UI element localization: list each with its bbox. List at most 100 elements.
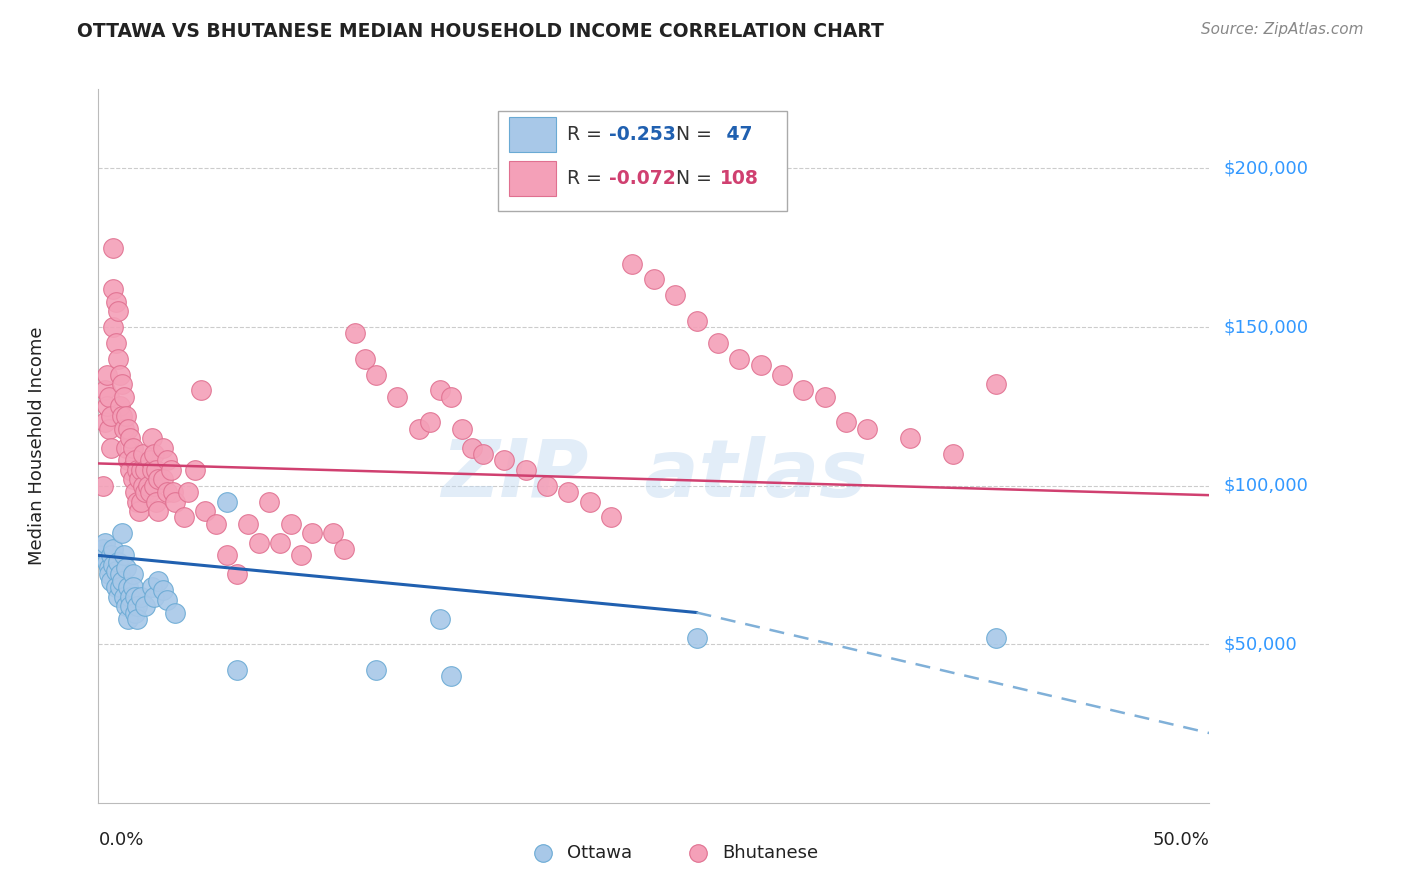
Point bbox=[685, 631, 707, 645]
Point bbox=[117, 612, 139, 626]
Point bbox=[183, 463, 205, 477]
Text: $150,000: $150,000 bbox=[1223, 318, 1308, 336]
Point bbox=[942, 796, 965, 810]
Point bbox=[165, 494, 187, 508]
Point bbox=[134, 463, 156, 477]
Point bbox=[108, 567, 131, 582]
Point bbox=[124, 590, 146, 604]
Point bbox=[121, 580, 143, 594]
Point bbox=[103, 241, 125, 255]
Point bbox=[129, 463, 152, 477]
Point bbox=[141, 580, 163, 594]
Point bbox=[856, 421, 879, 435]
Point bbox=[429, 612, 451, 626]
Point bbox=[418, 415, 440, 429]
FancyBboxPatch shape bbox=[509, 161, 555, 196]
Point bbox=[152, 583, 174, 598]
Point bbox=[94, 384, 117, 398]
Point bbox=[103, 558, 125, 572]
Point bbox=[128, 504, 150, 518]
Point bbox=[173, 510, 195, 524]
Point bbox=[494, 453, 516, 467]
Text: OTTAWA VS BHUTANESE MEDIAN HOUSEHOLD INCOME CORRELATION CHART: OTTAWA VS BHUTANESE MEDIAN HOUSEHOLD INC… bbox=[77, 22, 884, 41]
Point bbox=[107, 555, 129, 569]
Point bbox=[138, 453, 160, 467]
Point bbox=[247, 535, 270, 549]
FancyBboxPatch shape bbox=[509, 117, 555, 152]
Point bbox=[98, 561, 121, 575]
Point bbox=[100, 441, 122, 455]
Point bbox=[152, 441, 174, 455]
Point bbox=[148, 574, 170, 588]
Point bbox=[269, 535, 291, 549]
Point bbox=[226, 567, 249, 582]
Point bbox=[134, 485, 156, 500]
Point bbox=[408, 421, 430, 435]
Point bbox=[440, 669, 463, 683]
Point bbox=[707, 335, 730, 350]
Point bbox=[835, 415, 858, 429]
Point bbox=[104, 294, 127, 309]
Point bbox=[117, 421, 139, 435]
Text: Bhutanese: Bhutanese bbox=[723, 844, 818, 862]
Point bbox=[91, 542, 114, 557]
Point bbox=[215, 494, 238, 508]
Point bbox=[120, 590, 142, 604]
Point bbox=[98, 567, 121, 582]
Point bbox=[121, 441, 143, 455]
Point bbox=[770, 368, 793, 382]
Point bbox=[461, 441, 484, 455]
Point bbox=[104, 335, 127, 350]
Point bbox=[107, 351, 129, 366]
Point bbox=[145, 463, 167, 477]
Point bbox=[143, 478, 166, 492]
Point bbox=[90, 549, 112, 563]
Point bbox=[124, 485, 146, 500]
Point bbox=[643, 272, 665, 286]
Point bbox=[100, 549, 122, 563]
Text: $100,000: $100,000 bbox=[1223, 476, 1308, 495]
Point bbox=[160, 463, 183, 477]
Point bbox=[98, 421, 121, 435]
Text: N =: N = bbox=[676, 169, 718, 188]
Text: -0.253: -0.253 bbox=[609, 125, 676, 144]
Point bbox=[366, 663, 388, 677]
Point bbox=[98, 390, 121, 404]
Point bbox=[117, 580, 139, 594]
Point bbox=[125, 612, 148, 626]
Point bbox=[115, 599, 138, 614]
Point bbox=[96, 400, 118, 414]
Point bbox=[333, 542, 356, 557]
Text: Ottawa: Ottawa bbox=[567, 844, 633, 862]
Point bbox=[984, 377, 1007, 392]
Text: 108: 108 bbox=[720, 169, 759, 188]
Point bbox=[112, 421, 135, 435]
Point bbox=[440, 390, 463, 404]
Point bbox=[177, 485, 200, 500]
Text: Source: ZipAtlas.com: Source: ZipAtlas.com bbox=[1201, 22, 1364, 37]
Point bbox=[94, 415, 117, 429]
Point bbox=[115, 441, 138, 455]
Point bbox=[94, 535, 117, 549]
Point bbox=[115, 409, 138, 423]
Point bbox=[148, 472, 170, 486]
Point bbox=[578, 494, 600, 508]
Point bbox=[536, 478, 558, 492]
Text: N =: N = bbox=[676, 125, 718, 144]
Point bbox=[124, 606, 146, 620]
Point bbox=[728, 351, 751, 366]
Point bbox=[429, 384, 451, 398]
Text: R =: R = bbox=[567, 125, 607, 144]
Point bbox=[125, 463, 148, 477]
Text: 0.0%: 0.0% bbox=[98, 831, 143, 849]
Point bbox=[132, 478, 155, 492]
Point bbox=[942, 447, 965, 461]
Text: $200,000: $200,000 bbox=[1223, 160, 1308, 178]
Point bbox=[121, 472, 143, 486]
Point bbox=[91, 478, 114, 492]
Point bbox=[111, 526, 134, 541]
Point bbox=[124, 453, 146, 467]
Point bbox=[343, 326, 366, 341]
Point bbox=[129, 590, 152, 604]
Point bbox=[103, 542, 125, 557]
